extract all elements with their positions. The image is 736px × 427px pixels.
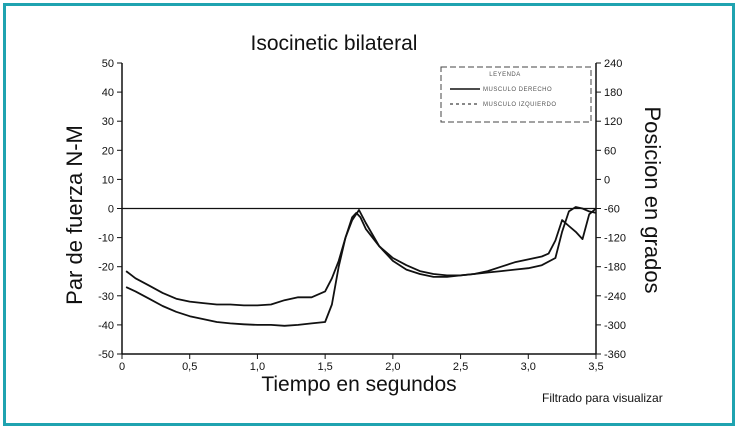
y2-tick-label: 240	[604, 58, 622, 70]
y-tick-label: 10	[102, 174, 114, 186]
y2-tick-label: -300	[604, 320, 626, 332]
y-tick-label: -10	[98, 233, 114, 245]
y2-tick-label: -60	[604, 204, 620, 216]
legend-label-izquierdo: MUSCULO IZQUIERDO	[483, 102, 557, 108]
y-axis-title: Par de fuerza N-M	[62, 125, 87, 305]
series-line-derecho	[125, 206, 597, 327]
y2-tick-label: -120	[604, 233, 626, 245]
chart-title: Isocinetic bilateral	[251, 32, 418, 55]
footnote: Filtrado para visualizar	[542, 391, 663, 405]
y-axis-ticks: -50 -40 -30 -20 -10 0 10 20 30 40 50	[98, 58, 122, 361]
y2-tick-label: -240	[604, 291, 626, 303]
y2-tick-label: 120	[604, 116, 622, 128]
series-line-izquierdo	[125, 207, 597, 307]
x-tick-label: 1,5	[317, 361, 332, 373]
x-tick-label: 2,5	[453, 361, 468, 373]
figure-frame	[3, 3, 735, 426]
series-layer	[125, 206, 597, 327]
y-tick-label: -50	[98, 349, 114, 361]
y2-tick-label: -360	[604, 349, 626, 361]
x-tick-label: 2,0	[385, 361, 400, 373]
y-tick-label: 20	[102, 145, 114, 157]
x-axis-ticks: 0 0,5 1,0 1,5 2,0 2,5 3,0 3,5	[119, 354, 604, 373]
x-tick-label: 1,0	[250, 361, 265, 373]
y-tick-label: 40	[102, 87, 114, 99]
x-axis-title: Tiempo en segundos	[261, 373, 456, 396]
y2-axis-title: Posicion en grados	[640, 106, 665, 293]
y-tick-label: -20	[98, 262, 114, 274]
legend-box	[440, 66, 592, 123]
x-tick-label: 3,0	[521, 361, 536, 373]
x-tick-label: 3,5	[588, 361, 603, 373]
y-tick-label: -40	[98, 320, 114, 332]
y-tick-label: 30	[102, 116, 114, 128]
legend: LEYENDA MUSCULO DERECHO MUSCULO IZQUIERD…	[440, 66, 592, 123]
legend-label-derecho: MUSCULO DERECHO	[483, 87, 552, 93]
y2-tick-label: -180	[604, 262, 626, 274]
x-tick-label: 0,5	[182, 361, 197, 373]
x-tick-label: 0	[119, 361, 125, 373]
y-tick-label: -30	[98, 291, 114, 303]
y-tick-label: 0	[108, 204, 114, 216]
y2-axis-ticks: 240 180 120 60 0 -60 -120 -180 -240 -300 -360	[596, 58, 626, 361]
y2-tick-label: 60	[604, 145, 616, 157]
y2-tick-label: 0	[604, 174, 610, 186]
y-tick-label: 50	[102, 58, 114, 70]
y2-tick-label: 180	[604, 87, 622, 99]
legend-title: LEYENDA	[489, 72, 521, 78]
